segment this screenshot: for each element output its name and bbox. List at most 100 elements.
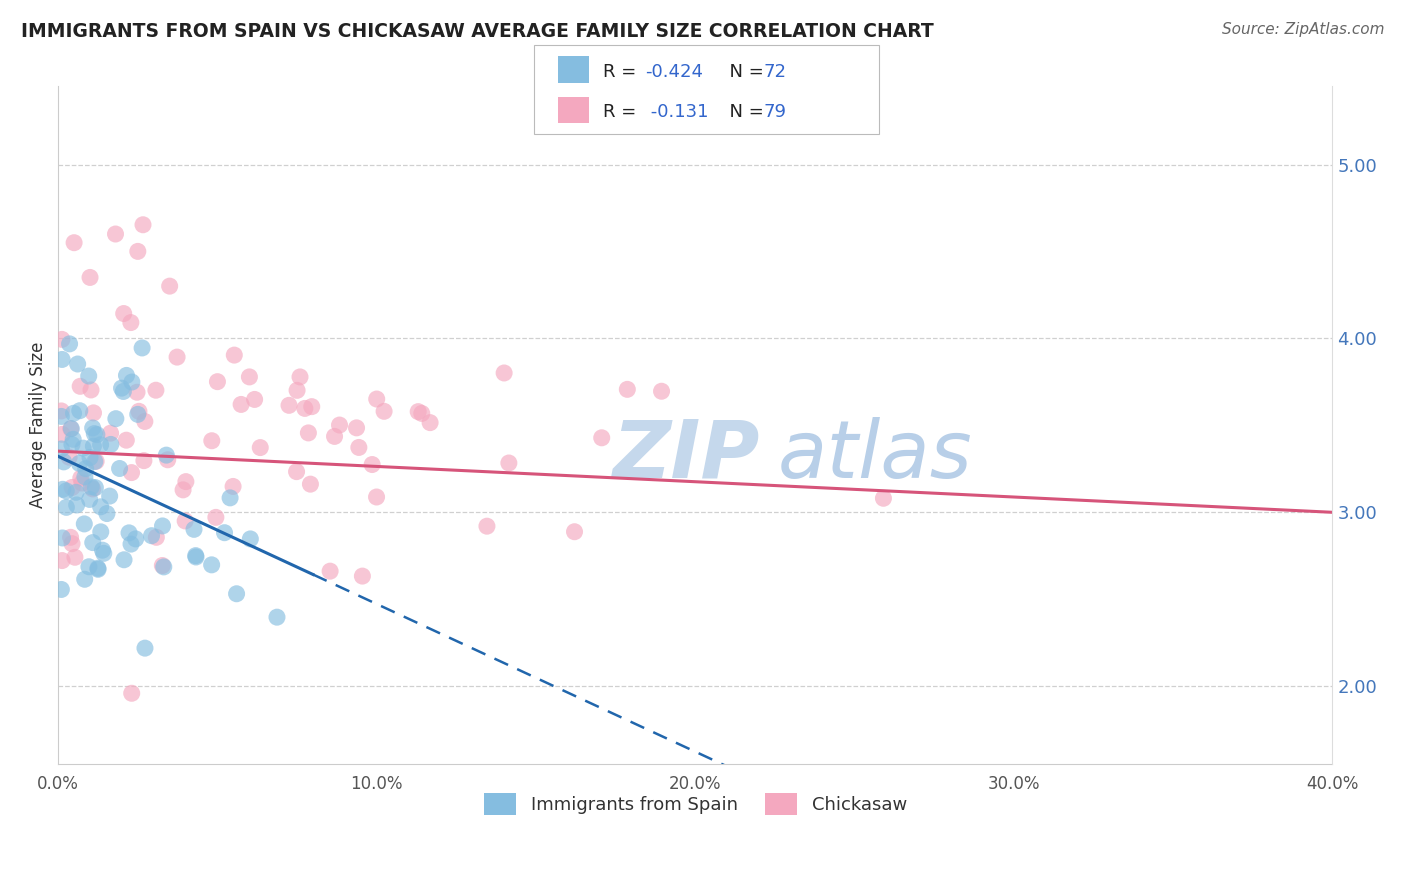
Point [51, 427, 73, 442]
Text: N =: N = [718, 103, 770, 120]
Point [299, 477, 322, 491]
Point [183, 522, 205, 536]
Point [60, 437, 83, 451]
Point [77, 369, 100, 384]
Point [79, 450, 101, 465]
Point [347, 441, 370, 455]
Point [121, 686, 143, 700]
Point [319, 564, 342, 578]
Point [63, 550, 86, 565]
Point [52, 483, 75, 497]
Point [591, 431, 613, 445]
Point [121, 466, 143, 480]
Point [90, 500, 112, 514]
Point [59, 422, 82, 436]
Point [51, 442, 73, 456]
Point [172, 483, 194, 497]
Point [214, 525, 236, 540]
Point [104, 227, 127, 241]
Point [84, 481, 107, 495]
Point [60, 480, 83, 494]
Point [100, 426, 122, 441]
Point [225, 587, 247, 601]
Point [93, 546, 115, 560]
Point [51, 409, 73, 424]
Text: -0.424: -0.424 [645, 62, 703, 80]
Point [51, 332, 73, 346]
Y-axis label: Average Family Size: Average Family Size [30, 342, 46, 508]
Point [121, 375, 143, 389]
Point [110, 381, 132, 395]
Point [83, 406, 105, 420]
Point [132, 453, 155, 467]
Point [100, 437, 122, 451]
Point [58, 337, 80, 351]
Point [249, 441, 271, 455]
Point [297, 425, 319, 440]
Point [166, 350, 188, 364]
Point [115, 368, 138, 383]
Point [73, 470, 96, 484]
Point [411, 406, 433, 420]
Point [80, 480, 103, 494]
Point [131, 341, 153, 355]
Point [58, 450, 80, 465]
Point [90, 438, 112, 452]
Point [104, 411, 127, 425]
Point [112, 384, 135, 399]
Point [145, 383, 167, 397]
Point [108, 461, 131, 475]
Point [80, 383, 103, 397]
Point [60, 536, 83, 550]
Text: N =: N = [718, 62, 770, 80]
Point [96, 507, 118, 521]
Point [174, 475, 197, 489]
Point [73, 572, 96, 586]
Point [69, 379, 91, 393]
Point [494, 366, 516, 380]
Point [79, 492, 101, 507]
Point [112, 553, 135, 567]
Point [498, 456, 520, 470]
Point [239, 532, 262, 546]
Point [51, 404, 73, 418]
Point [75, 461, 97, 475]
Point [616, 382, 638, 396]
Point [229, 397, 252, 411]
Point [361, 458, 384, 472]
Point [112, 307, 135, 321]
Point [79, 270, 101, 285]
Point [51, 582, 73, 597]
Point [86, 427, 108, 442]
Text: atlas: atlas [778, 417, 973, 494]
Point [67, 456, 90, 470]
Point [323, 429, 346, 443]
Text: 72: 72 [763, 62, 786, 80]
Point [63, 235, 86, 250]
Point [152, 560, 174, 574]
Point [84, 454, 107, 468]
Point [90, 524, 112, 539]
Point [134, 641, 156, 656]
Point [406, 404, 429, 418]
Point [83, 454, 105, 468]
Point [55, 483, 77, 498]
Point [127, 408, 149, 422]
Point [243, 392, 266, 407]
Point [346, 421, 368, 435]
Point [651, 384, 673, 399]
Text: -0.131: -0.131 [645, 103, 709, 120]
Point [82, 535, 104, 549]
Point [159, 279, 181, 293]
Point [69, 471, 91, 485]
Point [285, 384, 308, 398]
Point [373, 404, 395, 418]
Point [328, 418, 350, 433]
Point [266, 610, 288, 624]
Point [201, 558, 224, 572]
Point [51, 553, 73, 567]
Point [120, 537, 142, 551]
Point [66, 498, 89, 512]
Point [69, 403, 91, 417]
Point [83, 426, 105, 441]
